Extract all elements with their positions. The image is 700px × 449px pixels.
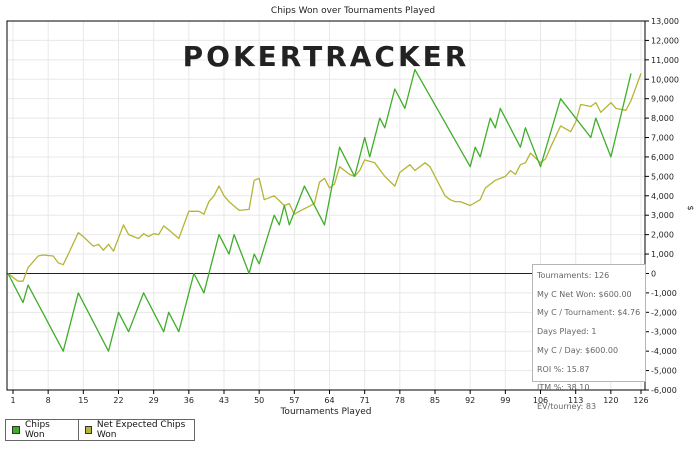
y-unit-label: $ xyxy=(686,205,695,210)
x-tick-label: 1 xyxy=(10,396,15,405)
x-tick-label: 99 xyxy=(500,396,510,405)
x-tick-label: 22 xyxy=(113,396,123,405)
y-tick-label: 0 xyxy=(651,269,656,278)
x-tick-label: 57 xyxy=(289,396,299,405)
y-tick-label: 6,000 xyxy=(651,153,674,162)
y-tick-label: 12,000 xyxy=(651,36,679,45)
x-tick-label: 50 xyxy=(254,396,264,405)
series-lines xyxy=(7,68,642,352)
series-line-net-expected xyxy=(7,73,642,282)
x-tick-label: 15 xyxy=(78,396,88,405)
x-axis-label: Tournaments Played xyxy=(279,407,371,417)
y-tick-label: 7,000 xyxy=(651,134,674,143)
y-tick-label: 13,000 xyxy=(651,17,679,26)
plot-border xyxy=(6,20,646,391)
x-tick-label: 106 xyxy=(533,396,548,405)
legend-item-chips-won[interactable]: Chips Won xyxy=(5,419,79,441)
tick-labels: 13,00012,00011,00010,0009,0008,0007,0006… xyxy=(10,17,679,405)
x-tick-label: 78 xyxy=(395,396,405,405)
legend-item-net-expected[interactable]: Net Expected Chips Won xyxy=(78,419,195,441)
stat-itm: ITM %: 38.10 xyxy=(537,383,590,393)
x-tick-label: 71 xyxy=(360,396,370,405)
chart-title: Chips Won over Tournaments Played xyxy=(271,6,435,16)
y-tick-label: 9,000 xyxy=(651,95,674,104)
stat-days-played: Days Played: 1 xyxy=(537,327,597,337)
x-tick-label: 64 xyxy=(324,396,334,405)
y-tick-label: -4,000 xyxy=(651,347,677,356)
y-tick-label: 4,000 xyxy=(651,192,674,201)
y-tick-label: -5,000 xyxy=(651,367,677,376)
stat-ev: EV/tourney: 83 xyxy=(537,401,597,411)
x-tick-label: 85 xyxy=(430,396,440,405)
y-tick-label: 5,000 xyxy=(651,172,674,181)
series-line-chips-won xyxy=(7,68,632,352)
y-tick-label: 2,000 xyxy=(651,231,674,240)
stat-per-tournament: My C / Tournament: $4.76 xyxy=(537,308,641,318)
x-tick-label: 126 xyxy=(633,396,648,405)
stat-net-won: My C Net Won: $600.00 xyxy=(537,289,632,299)
stat-per-day: My C / Day: $600.00 xyxy=(537,345,619,355)
y-tick-label: -1,000 xyxy=(651,289,677,298)
stat-tournaments: Tournaments: 126 xyxy=(537,271,610,280)
y-tick-label: -2,000 xyxy=(651,308,677,317)
y-tick-label: -3,000 xyxy=(651,328,677,337)
x-tick-label: 29 xyxy=(149,396,159,405)
legend-label-net-expected: Net Expected Chips Won xyxy=(96,420,186,440)
legend-swatch-olive xyxy=(85,426,92,434)
x-tick-label: 8 xyxy=(46,396,51,405)
x-tick-label: 36 xyxy=(184,396,194,405)
x-tick-label: 113 xyxy=(568,396,583,405)
stat-roi: ROI %: 15.87 xyxy=(537,364,590,374)
y-tick-label: 3,000 xyxy=(651,211,674,220)
x-tick-label: 43 xyxy=(219,396,229,405)
x-tick-label: 92 xyxy=(465,396,475,405)
legend-label-chips-won: Chips Won xyxy=(24,420,50,440)
y-tick-label: -6,000 xyxy=(651,386,677,395)
y-tick-label: 11,000 xyxy=(651,56,679,65)
stats-box: Tournaments: 126 My C Net Won: $600.00 M… xyxy=(532,264,646,411)
pokertracker-watermark: POKERTRACKER xyxy=(183,40,470,73)
x-tick-label: 120 xyxy=(603,396,618,405)
legend-swatch-green xyxy=(12,426,20,434)
y-tick-label: 10,000 xyxy=(651,75,679,84)
y-tick-label: 8,000 xyxy=(651,114,674,123)
y-tick-label: 1,000 xyxy=(651,250,674,259)
